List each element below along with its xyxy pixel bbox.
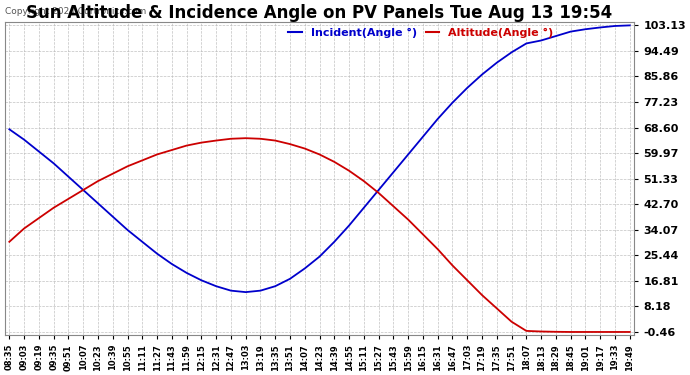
- Title: Sun Altitude & Incidence Angle on PV Panels Tue Aug 13 19:54: Sun Altitude & Incidence Angle on PV Pan…: [26, 4, 613, 22]
- Legend: Incident(Angle °), Altitude(Angle °): Incident(Angle °), Altitude(Angle °): [288, 28, 553, 38]
- Text: Copyright 2024 Curtronics.com: Copyright 2024 Curtronics.com: [5, 7, 146, 16]
